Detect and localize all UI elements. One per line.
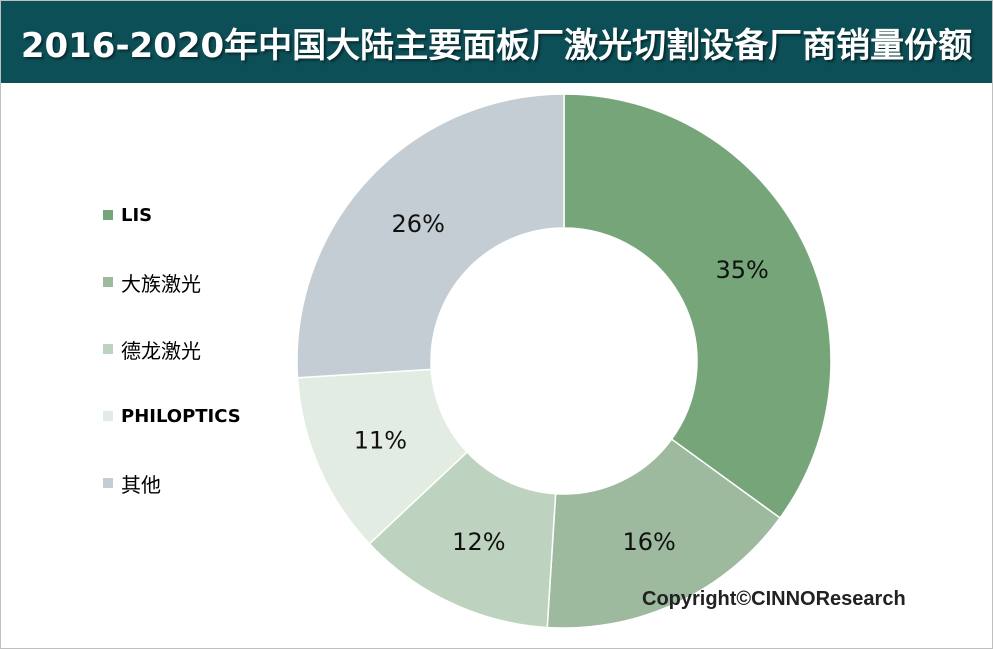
- title-bar: 2016-2020年中国大陆主要面板厂激光切割设备厂商销量份额: [1, 1, 992, 83]
- legend-swatch-4: [103, 478, 113, 488]
- donut-slice-0: [563, 93, 832, 519]
- legend-label-2: 德龙激光: [121, 338, 201, 363]
- legend-swatch-2: [103, 344, 113, 354]
- legend-item-1: 大族激光: [103, 267, 201, 297]
- legend-item-0: LIS: [103, 200, 152, 230]
- legend-label-3: PHILOPTICS: [121, 405, 241, 427]
- legend-label-0: LIS: [121, 204, 153, 226]
- legend-item-4: 其他: [103, 468, 161, 498]
- slice-value-label-0: 35%: [716, 256, 769, 284]
- slice-value-label-1: 16%: [622, 528, 675, 556]
- legend-label-1: 大族激光: [121, 271, 201, 296]
- slice-value-label-4: 26%: [392, 210, 445, 238]
- legend-swatch-1: [103, 277, 113, 287]
- legend-item-3: PHILOPTICS: [103, 401, 241, 431]
- slice-value-label-3: 11%: [354, 426, 407, 454]
- legend-swatch-3: [103, 411, 113, 421]
- legend-swatch-0: [103, 210, 113, 220]
- chart-title: 2016-2020年中国大陆主要面板厂激光切割设备厂商销量份额: [20, 25, 973, 66]
- legend-label-4: 其他: [121, 472, 161, 497]
- donut-slice-4: [296, 93, 565, 379]
- copyright-text: Copyright©CINNOResearch: [642, 588, 906, 610]
- legend-item-2: 德龙激光: [103, 334, 201, 364]
- slice-value-label-2: 12%: [452, 528, 505, 556]
- donut-slice-1: [546, 438, 782, 629]
